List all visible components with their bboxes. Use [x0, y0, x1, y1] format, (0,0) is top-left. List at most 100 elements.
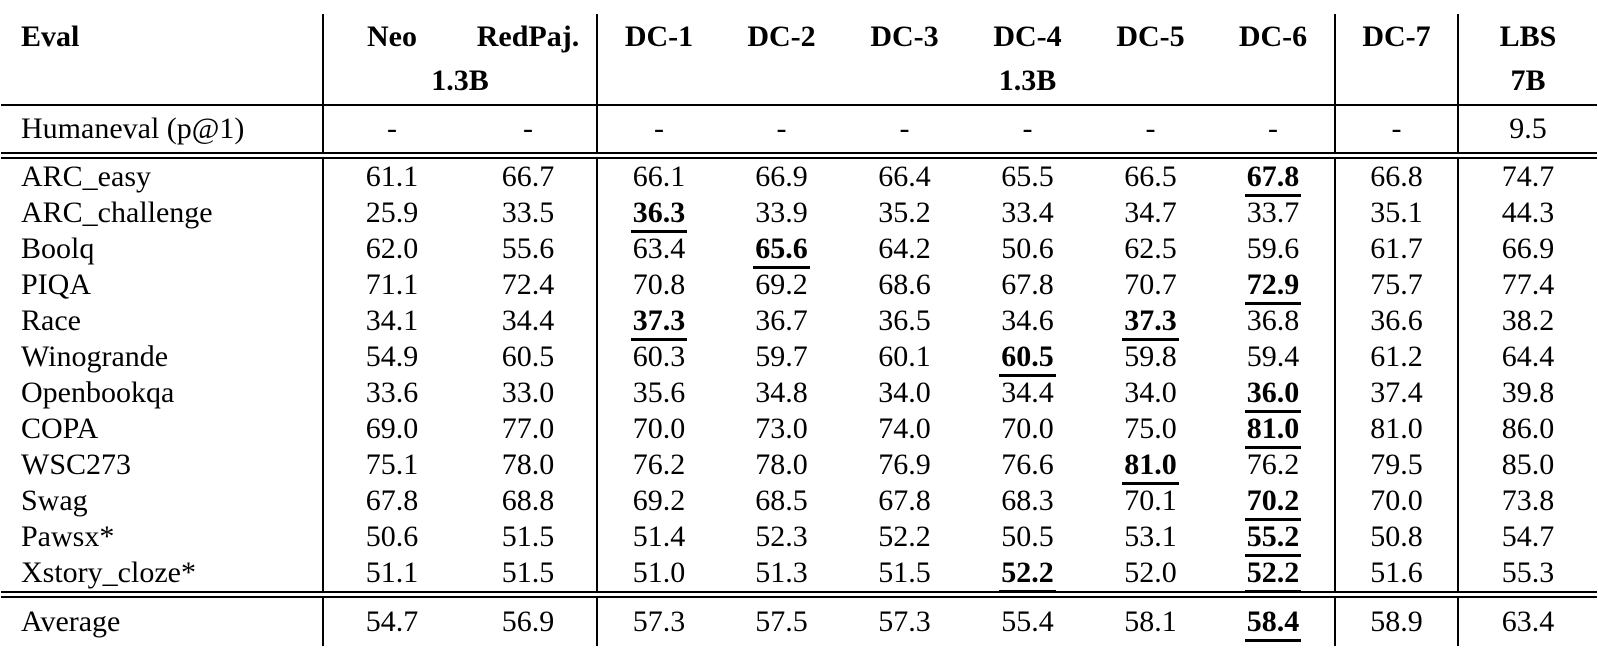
score-cell: 50.6	[1001, 231, 1054, 265]
score-cell: 33.4	[1001, 195, 1054, 229]
score-cell: -	[1335, 105, 1459, 159]
score-cell: 65.5	[1001, 159, 1054, 193]
table-row: COPA 69.0 77.0 70.0 73.0 74.0 70.0 75.0 81.0 81.0…	[1, 411, 1597, 449]
score-cell: 59.8	[1124, 339, 1177, 373]
score-cell: 86.0	[1501, 411, 1555, 445]
table-row: ARC_easy 61.1 66.7 66.1 66.9 66.4 65.5 66.5 67.8…	[1, 155, 1597, 197]
score-cell: 38.2	[1501, 303, 1555, 337]
score-cell: 51.5	[460, 555, 598, 598]
table-row: Humaneval (p@1) - - - - - - - - -9.5	[1, 105, 1597, 159]
score-cell: 60.5	[460, 339, 598, 375]
score-cell: 66.5	[1124, 159, 1177, 193]
score-cell: 33.9	[755, 195, 808, 229]
score-cell: 69.2	[632, 483, 686, 517]
score-cell: 66.4	[878, 159, 931, 193]
score-cell: 78.0	[755, 447, 808, 481]
score-cell: 55.3	[1458, 555, 1597, 598]
score-cell: 76.2	[1212, 447, 1336, 483]
score-cell: 67.8	[1001, 267, 1054, 301]
header-cell-redpaj: RedPaj.	[460, 14, 598, 64]
best-score: 37.3	[1122, 305, 1179, 341]
score-cell: 68.5	[755, 483, 808, 517]
table-row: Pawsx* 50.6 51.5 51.4 52.3 52.2 50.5 53.1 55.2 50…	[1, 519, 1597, 557]
score-cell: 76.2	[632, 447, 686, 481]
score-cell: -	[1089, 105, 1212, 159]
score-cell: 70.0	[1001, 411, 1054, 445]
score-cell: 36.7	[755, 303, 808, 337]
score-cell: 57.3	[878, 604, 931, 638]
score-cell: 70.8	[632, 267, 686, 301]
score-cell: 51.3	[720, 555, 843, 598]
score-cell: 33.6	[365, 375, 419, 409]
score-cell: 77.0	[460, 411, 598, 447]
score-cell: 68.8	[460, 483, 598, 519]
score-cell: 61.1	[365, 159, 419, 193]
score-cell: 51.5	[460, 519, 598, 555]
score-cell: 60.1	[878, 339, 931, 373]
table-row: WSC273 75.1 78.0 76.2 78.0 76.9 76.6 81.0 76.2 79…	[1, 447, 1597, 485]
score-cell: 33.7	[1212, 195, 1336, 231]
score-cell: 36.8	[1212, 303, 1336, 339]
score-cell: 51.6	[1335, 555, 1459, 598]
score-cell: -	[597, 105, 720, 159]
score-cell: 66.1	[632, 159, 686, 193]
score-cell: 75.1	[365, 447, 419, 481]
best-score: 36.3	[630, 197, 688, 233]
score-cell: 34.0	[878, 375, 931, 409]
score-cell: 59.4	[1212, 339, 1336, 375]
score-cell: 35.1	[1335, 195, 1459, 231]
header-cell-dc5: DC-5	[1116, 20, 1185, 53]
best-score: 81.0	[1244, 413, 1302, 449]
score-cell: 52.3	[755, 519, 808, 553]
results-table: Eval Neo RedPaj. DC-1 DC-2 DC-3 DC-4 DC-…	[1, 14, 1597, 646]
best-score: 55.2	[1244, 521, 1302, 557]
header-cell-lbs: LBS	[1499, 20, 1557, 53]
score-cell: 70.0	[1335, 483, 1459, 519]
header-subcell-7b: 7B	[1458, 64, 1597, 106]
score-cell: 57.5	[755, 604, 808, 638]
score-cell: 70.0	[632, 411, 686, 445]
table-row: Swag 67.8 68.8 69.2 68.5 67.8 68.3 70.1 70.2 70.0…	[1, 483, 1597, 521]
score-cell: 67.8	[878, 483, 931, 517]
score-cell: 61.2	[1335, 339, 1459, 375]
table-row: PIQA 71.1 72.4 70.8 69.2 68.6 67.8 70.7 72.9 75.7…	[1, 267, 1597, 305]
score-cell: 61.7	[1335, 231, 1459, 267]
score-cell: 69.0	[365, 411, 419, 445]
table-header: Eval Neo RedPaj. DC-1 DC-2 DC-3 DC-4 DC-…	[1, 14, 1597, 106]
row-label: ARC_easy	[1, 155, 324, 195]
best-score: 81.0	[1122, 449, 1179, 485]
score-cell: 60.5	[966, 339, 1089, 377]
score-cell: 50.6	[365, 519, 419, 553]
score-cell: 75.0	[1124, 411, 1177, 445]
header-cell-dc6: DC-6	[1212, 14, 1336, 64]
score-cell: 53.1	[1124, 519, 1177, 553]
score-cell: 73.0	[755, 411, 808, 445]
score-cell: 62.5	[1124, 231, 1177, 265]
score-cell: 9.5	[1458, 105, 1597, 159]
best-score: 70.2	[1244, 485, 1302, 521]
row-label: PIQA	[1, 267, 324, 303]
best-score: 72.9	[1244, 269, 1302, 305]
score-cell: -	[720, 105, 843, 159]
table-row: ARC_challenge 25.9 33.5 36.3 33.9 35.2 33.4 34.…	[1, 195, 1597, 233]
score-cell: 58.9	[1335, 594, 1459, 646]
score-cell: 58.1	[1124, 604, 1177, 638]
score-cell: 64.4	[1501, 339, 1555, 373]
row-label: Swag	[1, 483, 324, 519]
score-cell: 64.2	[878, 231, 931, 265]
best-score: 58.4	[1244, 606, 1302, 642]
table-row: Boolq 62.0 55.6 63.4 65.6 64.2 50.6 62.5 59.6 61.…	[1, 231, 1597, 269]
score-cell: 52.2	[1212, 555, 1336, 598]
best-score: 52.2	[1244, 557, 1302, 593]
score-cell: 36.3	[597, 195, 720, 233]
best-score: 60.5	[999, 341, 1056, 377]
score-cell: 81.0	[1212, 411, 1336, 449]
row-label: Winogrande	[1, 339, 324, 375]
score-cell: 34.8	[755, 375, 808, 409]
header-cell-dc3: DC-3	[870, 20, 939, 53]
score-cell: 56.9	[460, 594, 598, 646]
score-cell: 54.9	[365, 339, 419, 373]
score-cell: 69.2	[755, 267, 808, 301]
row-label: Pawsx*	[1, 519, 324, 555]
table-row: Winogrande 54.9 60.5 60.3 59.7 60.1 60.5 59.8 59…	[1, 339, 1597, 377]
